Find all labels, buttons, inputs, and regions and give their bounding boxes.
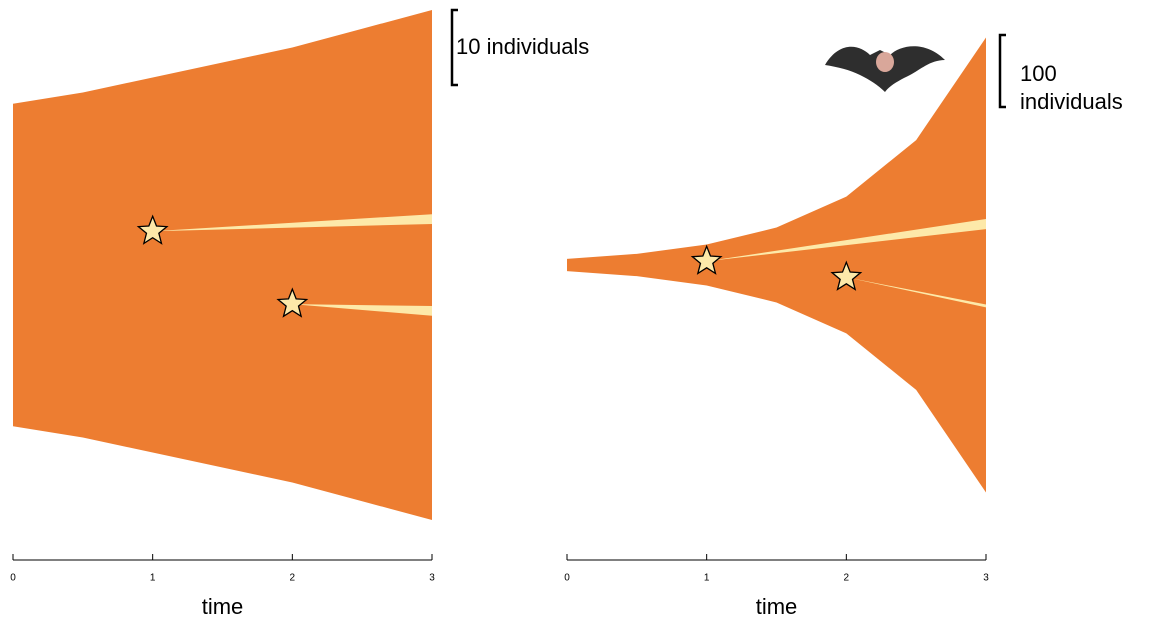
x-axis-label: time — [756, 594, 798, 619]
scale-bar — [998, 33, 1006, 109]
x-tick-label: 2 — [290, 573, 296, 584]
panel: 0 1 2 3 time — [564, 33, 1006, 619]
population-area — [13, 10, 432, 520]
mutant-lineage — [706, 219, 986, 262]
x-tick-label: 3 — [429, 573, 435, 584]
x-tick-label: 3 — [983, 573, 989, 584]
scale-bar-label: 10 individuals — [456, 34, 589, 59]
x-tick-label: 0 — [10, 573, 16, 584]
bat-icon — [825, 46, 945, 92]
mutation-star — [690, 244, 723, 275]
mutation-star — [276, 287, 309, 318]
scale-bar-label: 100 individuals — [1020, 61, 1123, 114]
scale-bar — [450, 8, 458, 87]
mutant-lineage — [152, 214, 432, 232]
x-tick-label: 2 — [844, 573, 850, 584]
mutation-star — [830, 260, 863, 291]
x-tick-label: 0 — [564, 573, 570, 584]
mutant-lineage — [292, 304, 432, 316]
x-tick-label: 1 — [150, 573, 156, 584]
population-area — [567, 37, 986, 493]
mutation-star — [136, 214, 169, 245]
panels: 0 1 2 3 time 10 individuals 0 1 2 3 time — [10, 8, 1006, 619]
panel: 0 1 2 3 time 10 individuals — [10, 8, 589, 619]
mutant-lineage — [846, 277, 986, 308]
x-axis-label: time — [202, 594, 244, 619]
x-tick-label: 1 — [704, 573, 710, 584]
